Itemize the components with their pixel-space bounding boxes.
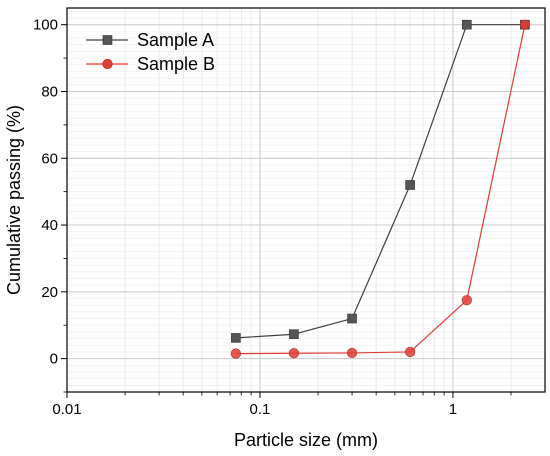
y-tick-label: 0: [50, 351, 58, 368]
data-point: [462, 19, 472, 30]
data-point: [231, 333, 241, 343]
legend-marker: [102, 35, 113, 45]
legend-marker: [102, 58, 113, 70]
plot-background: [67, 8, 545, 392]
data-point: [347, 313, 357, 324]
data-point: [346, 347, 358, 359]
plot-frame: [66, 7, 546, 393]
y-tick-label: 20: [41, 284, 58, 301]
series-line: [235, 24, 525, 339]
series-2: [230, 19, 530, 359]
y-tick-label: 60: [41, 150, 58, 167]
data-point: [519, 19, 530, 30]
data-point: [405, 180, 415, 190]
data-point: [461, 295, 472, 306]
series-line: [235, 24, 526, 355]
data-point: [289, 329, 299, 340]
legend: Sample A Sample B: [86, 30, 215, 74]
y-tick-label: 40: [41, 217, 58, 234]
data-point: [288, 348, 300, 359]
x-tick-label: 0.01: [52, 401, 81, 418]
legend-label: Sample A: [137, 30, 214, 50]
minor-grid: [67, 8, 545, 393]
y-tick-label: 80: [41, 83, 58, 100]
x-axis-title: Particle size (mm): [234, 430, 378, 450]
x-tick-label: 0.1: [250, 401, 271, 418]
plot-area: 0.01 0.1 1 0 20 40 60 80 100 Sample A Sample B: [33, 7, 546, 418]
data-point: [405, 346, 416, 358]
legend-label: Sample B: [137, 54, 215, 74]
x-tick-label: 1: [449, 401, 457, 418]
data-point: [230, 348, 241, 359]
y-axis-title: Cumulative passing (%): [4, 105, 24, 295]
y-tick-label: 100: [33, 17, 58, 34]
